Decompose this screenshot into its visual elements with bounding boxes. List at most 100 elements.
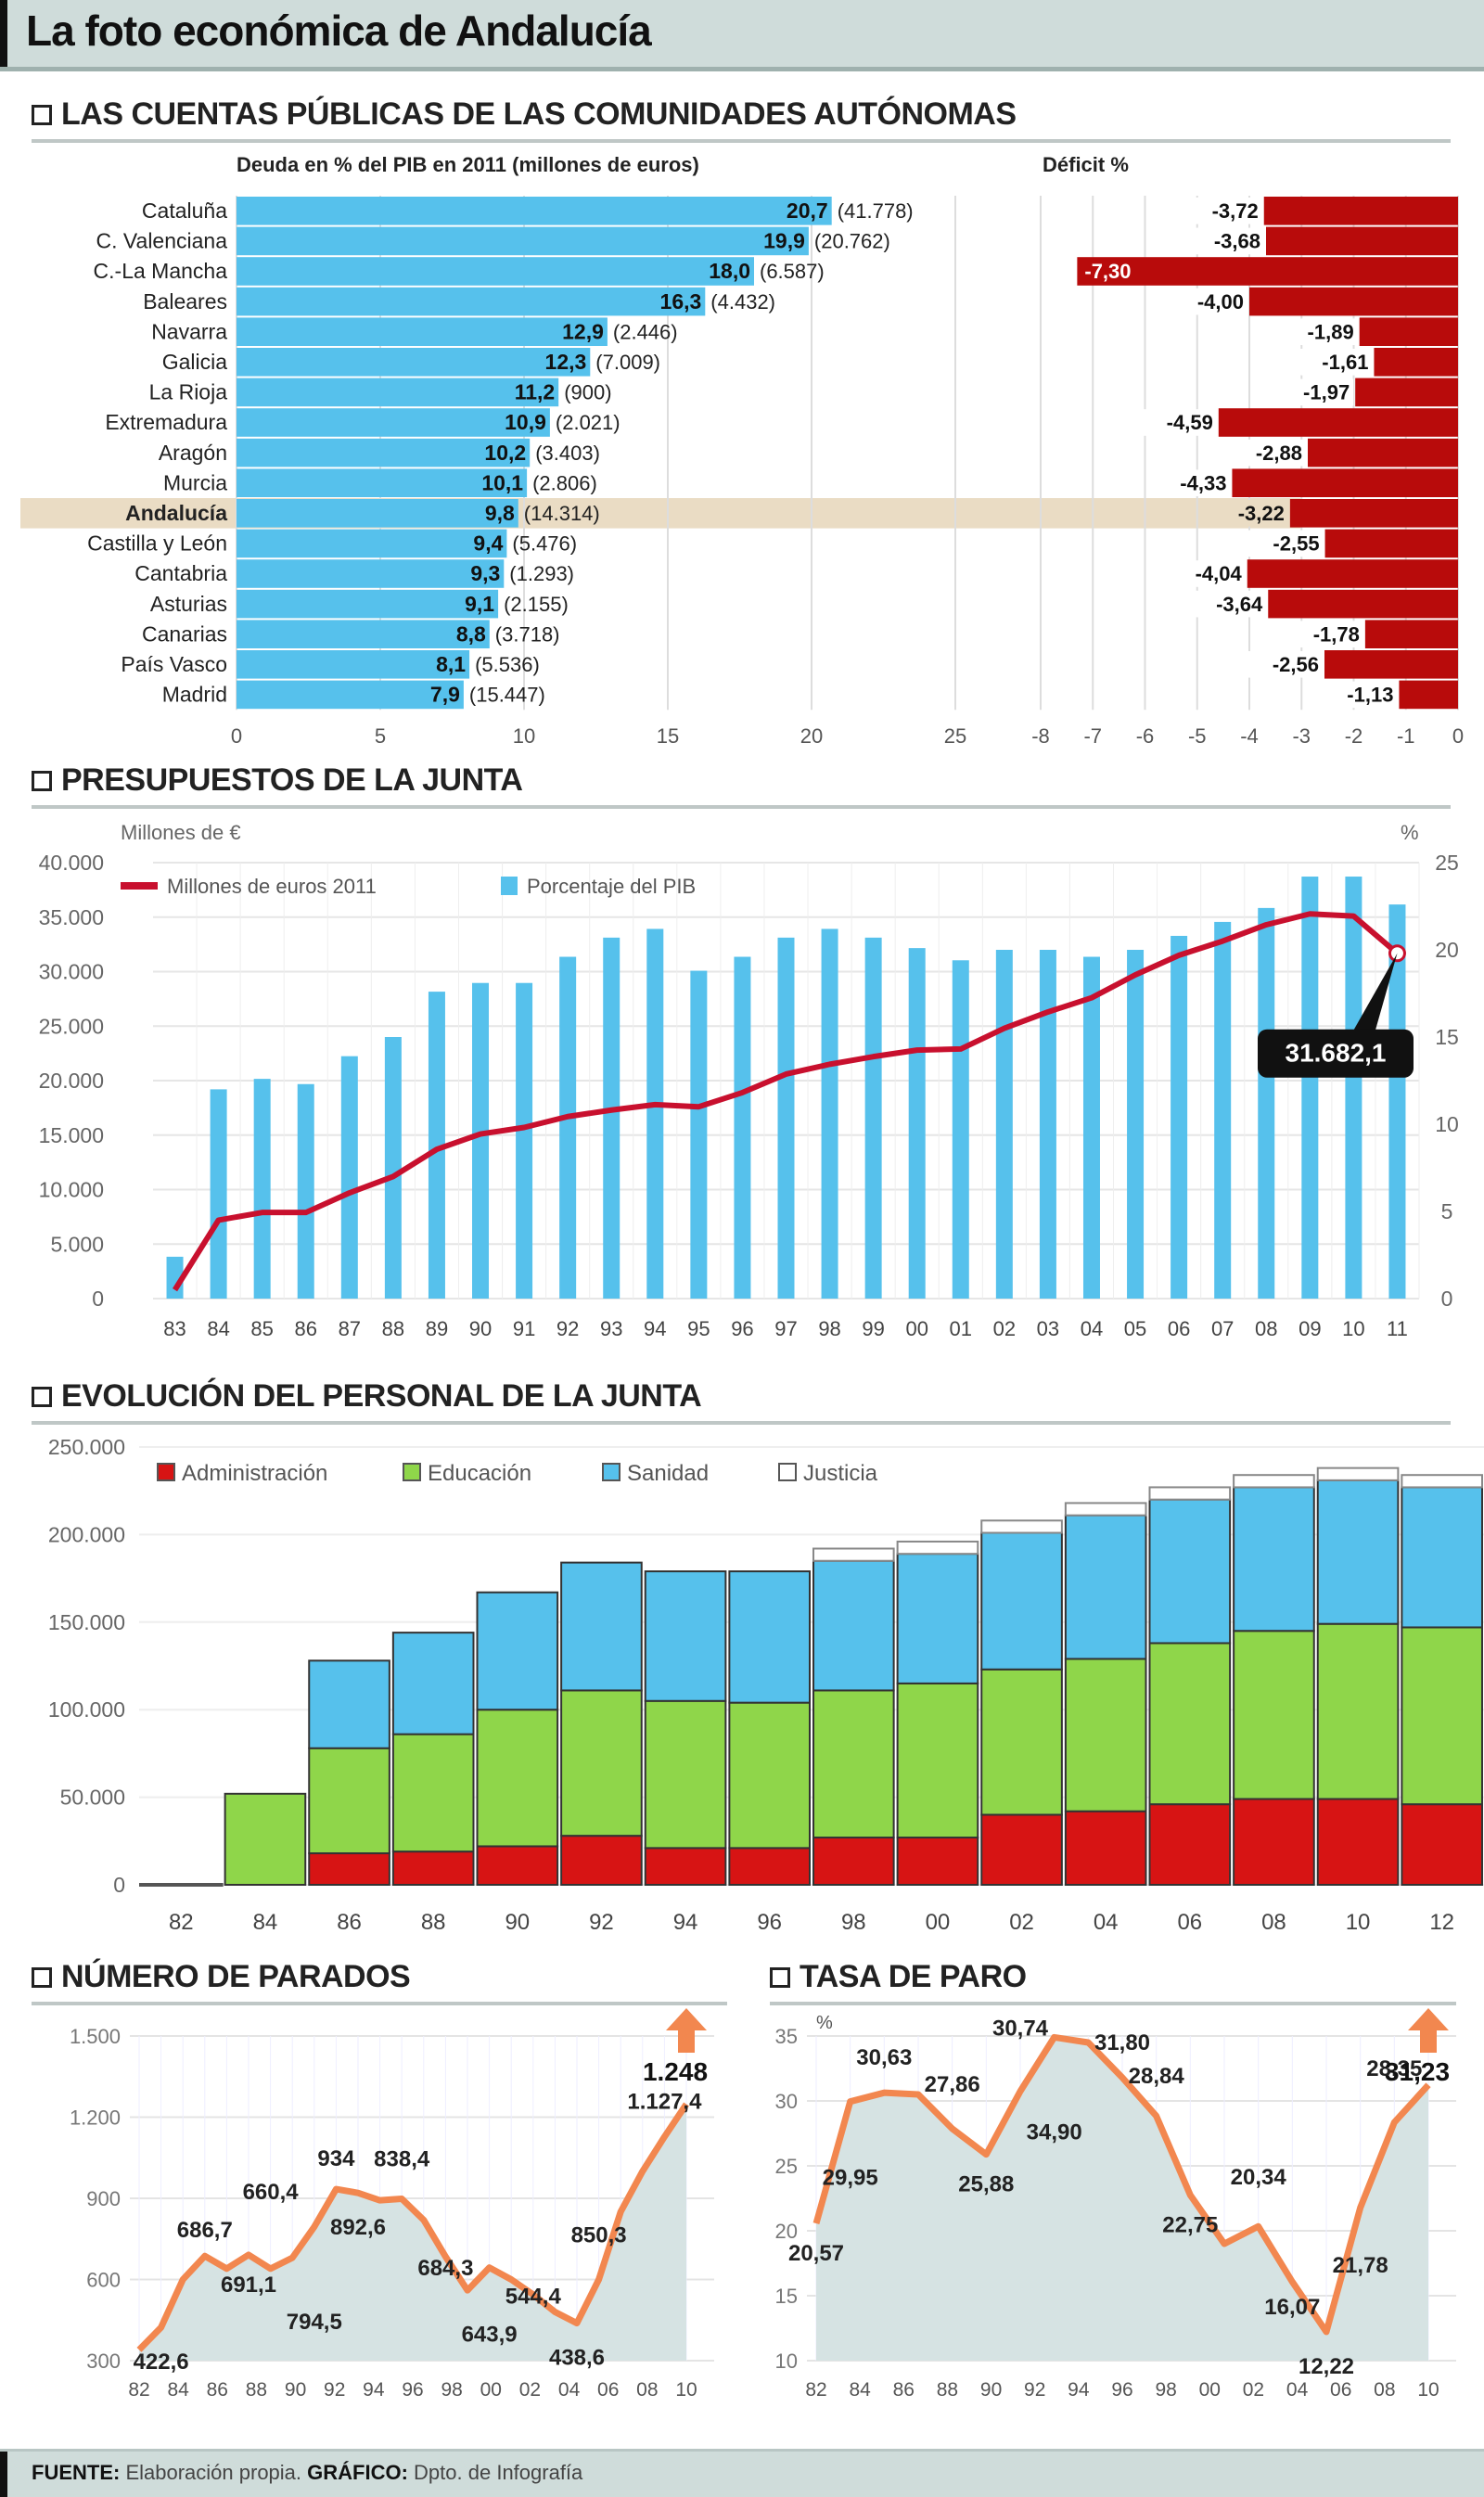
svg-text:10: 10 [1417, 2379, 1439, 2401]
svg-text:-3,68: -3,68 [1214, 230, 1260, 253]
svg-text:20.000: 20.000 [39, 1069, 104, 1093]
svg-text:99: 99 [862, 1317, 884, 1340]
svg-text:200.000: 200.000 [48, 1522, 125, 1546]
svg-text:04: 04 [558, 2379, 581, 2401]
svg-text:04: 04 [1286, 2379, 1309, 2401]
svg-text:1.500: 1.500 [70, 2025, 121, 2048]
svg-text:87: 87 [339, 1317, 361, 1340]
svg-text:C. Valenciana: C. Valenciana [96, 229, 228, 253]
svg-text:96: 96 [402, 2379, 423, 2401]
svg-text:00: 00 [480, 2379, 502, 2401]
svg-text:08: 08 [636, 2379, 658, 2401]
svg-text:838,4: 838,4 [374, 2146, 430, 2171]
svg-text:-2,88: -2,88 [1256, 442, 1302, 465]
svg-text:0: 0 [113, 1873, 125, 1897]
svg-text:15: 15 [1435, 1025, 1459, 1049]
svg-text:06: 06 [1168, 1317, 1190, 1340]
section-title-tasa: TASA DE PARO [770, 1959, 1027, 1995]
svg-text:-7,30: -7,30 [1084, 260, 1131, 283]
section-title-cuentas: LAS CUENTAS PÚBLICAS DE LAS COMUNIDADES … [32, 96, 1017, 133]
svg-text:25: 25 [944, 724, 966, 748]
svg-text:Baleares: Baleares [143, 289, 227, 314]
svg-text:84: 84 [167, 2379, 189, 2401]
section-title-text: NÚMERO DE PARADOS [61, 1959, 411, 1994]
svg-text:150.000: 150.000 [48, 1610, 125, 1634]
svg-text:12,22: 12,22 [1298, 2354, 1354, 2379]
section-title-parados: NÚMERO DE PARADOS [32, 1959, 411, 1995]
svg-text:01: 01 [950, 1317, 972, 1340]
svg-text:25,88: 25,88 [958, 2172, 1014, 2197]
svg-text:Extremadura: Extremadura [105, 410, 227, 434]
svg-text:7,9: 7,9 [430, 683, 460, 707]
svg-text:82: 82 [169, 1910, 194, 1935]
svg-text:02: 02 [993, 1317, 1016, 1340]
svg-text:00: 00 [905, 1317, 928, 1340]
staff-stacked-chart: 0 50.000 100.000 150.000 200.000 250.000 82 84 8… [48, 1435, 1484, 1935]
svg-text:-4,04: -4,04 [1196, 562, 1243, 585]
svg-text:(14.314): (14.314) [524, 502, 600, 525]
svg-text:0: 0 [92, 1287, 104, 1311]
svg-text:98: 98 [841, 1910, 866, 1935]
svg-text:15: 15 [657, 724, 679, 748]
svg-text:10: 10 [775, 2350, 798, 2373]
svg-text:-1,78: -1,78 [1313, 622, 1360, 646]
svg-text:600: 600 [86, 2269, 121, 2292]
svg-text:08: 08 [1261, 1910, 1286, 1935]
svg-text:06: 06 [597, 2379, 619, 2401]
svg-text:-2: -2 [1345, 724, 1363, 748]
svg-text:686,7: 686,7 [177, 2218, 233, 2243]
checkbox-square-icon [770, 1966, 790, 1988]
svg-text:0: 0 [1441, 1287, 1453, 1311]
svg-text:85: 85 [250, 1317, 273, 1340]
svg-text:15.000: 15.000 [39, 1123, 104, 1147]
svg-text:-1,13: -1,13 [1347, 684, 1393, 707]
svg-text:(1.293): (1.293) [509, 562, 574, 585]
svg-text:96: 96 [757, 1910, 782, 1935]
svg-text:90: 90 [285, 2379, 306, 2401]
svg-text:94: 94 [673, 1910, 698, 1935]
svg-text:5: 5 [375, 724, 386, 748]
svg-text:684,3: 684,3 [417, 2256, 473, 2281]
svg-text:(41.778): (41.778) [838, 199, 914, 223]
svg-text:10,9: 10,9 [505, 410, 546, 434]
budget-chart: Millones de € % 0 5.000 10.000 15.000 20.000 25… [39, 821, 1459, 1340]
debt-deficit-chart: Deuda en % del PIB en 2011 (millones de … [20, 153, 1464, 748]
svg-text:03: 03 [1037, 1317, 1059, 1340]
svg-text:100.000: 100.000 [48, 1697, 125, 1722]
svg-text:98: 98 [1155, 2379, 1176, 2401]
svg-text:10.000: 10.000 [39, 1178, 104, 1202]
svg-text:93: 93 [600, 1317, 622, 1340]
svg-text:35: 35 [775, 2025, 798, 2048]
svg-text:90: 90 [980, 2379, 1002, 2401]
svg-text:Castilla y León: Castilla y León [87, 531, 227, 556]
source-label: FUENTE: [32, 2461, 121, 2484]
header-accent-bar [0, 0, 7, 67]
svg-text:-6: -6 [1136, 724, 1155, 748]
svg-text:86: 86 [893, 2379, 915, 2401]
svg-text:27,86: 27,86 [925, 2072, 980, 2097]
svg-text:90: 90 [469, 1317, 492, 1340]
svg-text:88: 88 [937, 2379, 958, 2401]
svg-text:16,3: 16,3 [660, 289, 702, 314]
svg-text:(15.447): (15.447) [469, 684, 545, 707]
svg-text:10: 10 [1346, 1910, 1371, 1935]
svg-text:15: 15 [775, 2285, 798, 2308]
svg-text:12,9: 12,9 [562, 319, 604, 343]
svg-text:(20.762): (20.762) [814, 230, 890, 253]
svg-text:Déficit %: Déficit % [1043, 153, 1129, 176]
svg-text:-4: -4 [1240, 724, 1259, 748]
svg-text:10,1: 10,1 [481, 470, 523, 494]
svg-text:00: 00 [926, 1910, 951, 1935]
svg-text:Asturias: Asturias [150, 592, 227, 616]
svg-text:10,2: 10,2 [484, 441, 526, 465]
svg-text:-3: -3 [1292, 724, 1311, 748]
svg-text:86: 86 [337, 1910, 362, 1935]
svg-text:(7.009): (7.009) [595, 351, 660, 374]
svg-text:88: 88 [246, 2379, 267, 2401]
svg-text:9,1: 9,1 [465, 592, 494, 616]
svg-text:438,6: 438,6 [549, 2346, 605, 2371]
svg-text:9,8: 9,8 [485, 501, 515, 525]
svg-text:-2,56: -2,56 [1273, 653, 1319, 676]
svg-text:07: 07 [1211, 1317, 1234, 1340]
svg-text:30,74: 30,74 [992, 2017, 1049, 2042]
